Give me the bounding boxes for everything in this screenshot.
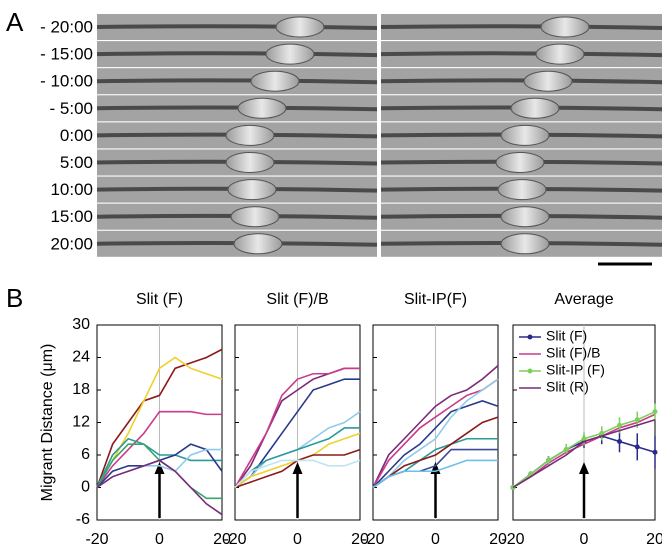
neurite [380, 78, 662, 85]
x-tick-label: 0 [431, 531, 440, 548]
series-line [96, 410, 222, 488]
point [599, 430, 605, 436]
series-line [372, 416, 499, 489]
time-label: - 10:00 [40, 72, 93, 91]
x-tick-label: -20 [501, 531, 524, 548]
point [617, 438, 622, 444]
neurite [380, 51, 662, 58]
point [634, 444, 640, 450]
x-tick-label: 20 [351, 531, 369, 548]
series-line [234, 427, 360, 489]
time-label: - 15:00 [40, 45, 93, 64]
neurite [96, 51, 378, 58]
cell-body [265, 43, 315, 65]
legend-marker [527, 368, 533, 374]
cell-body [275, 16, 325, 38]
cell-body [500, 206, 550, 228]
x-tick-label: 20 [213, 531, 231, 548]
legend-label: Slit-IP (F) [546, 362, 605, 378]
y-tick-label: 6 [81, 446, 90, 463]
cell-body [523, 70, 573, 92]
series-line [96, 356, 223, 488]
cell-body [497, 179, 547, 201]
time-label: 20:00 [50, 234, 93, 253]
cell-body [225, 124, 275, 146]
y-axis-label: Migrant Distance (μm) [39, 344, 56, 502]
cell-body [535, 43, 585, 65]
arrow-head [292, 462, 303, 474]
x-tick-label: 0 [155, 531, 164, 548]
series-line [234, 367, 360, 488]
y-tick-label: 12 [72, 414, 90, 431]
y-tick-label: 30 [72, 316, 90, 333]
chart-title: Slit (F)/B [266, 291, 328, 308]
y-tick-label: 18 [72, 381, 90, 398]
chart-title: Average [554, 291, 613, 308]
time-label: 0:00 [60, 126, 93, 145]
cell-body [230, 206, 280, 228]
point [652, 409, 658, 415]
series-line [96, 348, 223, 488]
series-line [372, 378, 499, 488]
point [652, 449, 658, 455]
series-line [512, 419, 656, 489]
time-label: - 5:00 [50, 99, 93, 118]
x-tick-label: 0 [293, 531, 302, 548]
chart-title: Slit-IP(F) [404, 291, 467, 308]
panel-label: B [6, 283, 23, 313]
series-line [96, 437, 222, 488]
point [634, 417, 640, 423]
legend-label: Slit (R) [546, 379, 589, 395]
series-line [96, 459, 223, 516]
x-tick-label: 20 [646, 531, 662, 548]
point [581, 436, 587, 442]
series-line [234, 459, 361, 489]
x-tick-label: 0 [580, 531, 589, 548]
point [563, 447, 569, 453]
series-line [372, 365, 499, 488]
panel-label: A [6, 7, 24, 37]
x-tick-label: 20 [489, 531, 507, 548]
neurite [96, 78, 378, 85]
cell-body [227, 179, 277, 201]
cell-body [250, 70, 300, 92]
y-tick-label: 0 [81, 479, 90, 496]
cell-body [540, 16, 590, 38]
time-label: - 20:00 [40, 17, 93, 36]
series-line [372, 378, 499, 489]
arrow-head [430, 462, 441, 474]
series-line [372, 459, 498, 489]
legend-marker [527, 334, 533, 340]
cell-body [233, 233, 283, 255]
arrow-head [579, 462, 589, 474]
cell-body [500, 124, 550, 146]
time-label: 10:00 [50, 180, 93, 199]
neurite [96, 24, 378, 30]
cell-body [237, 97, 287, 119]
cell-body [500, 233, 550, 255]
x-tick-label: -20 [223, 531, 246, 548]
y-tick-label: -6 [76, 511, 90, 528]
time-label: 15:00 [50, 207, 93, 226]
point [546, 457, 551, 463]
neurite [96, 105, 378, 112]
chart-title: Slit (F) [136, 291, 183, 308]
legend-label: Slit (F)/B [546, 345, 600, 361]
cell-body [495, 152, 545, 173]
series-line [372, 399, 499, 489]
legend-label: Slit (F) [546, 328, 587, 344]
point [617, 422, 622, 428]
arrow-head [154, 462, 165, 474]
x-tick-label: -20 [361, 531, 384, 548]
cell-body [510, 97, 560, 119]
time-label: 5:00 [60, 153, 93, 172]
micrograph-panel [96, 14, 662, 257]
x-tick-label: -20 [85, 531, 108, 548]
neurite [380, 24, 662, 30]
cell-body [225, 152, 275, 173]
y-tick-label: 24 [72, 349, 90, 366]
